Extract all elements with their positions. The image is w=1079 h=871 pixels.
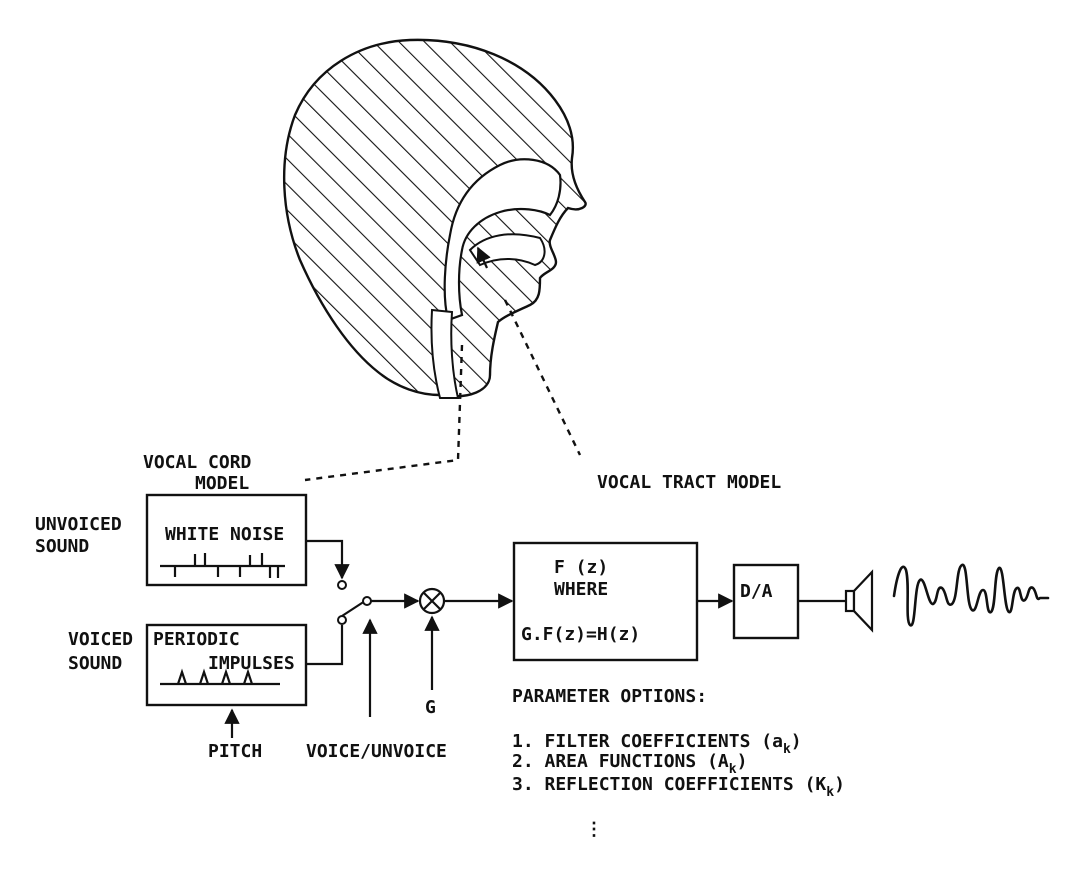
svg-text:2. AREA FUNCTIONS (Ak): 2. AREA FUNCTIONS (Ak) xyxy=(512,751,747,777)
da-label: D/A xyxy=(740,581,773,602)
multiplier-icon xyxy=(418,587,446,615)
voiced-label-2: SOUND xyxy=(68,653,122,674)
speaker-icon xyxy=(844,569,874,633)
option-2-sub: k xyxy=(729,762,737,777)
throat xyxy=(430,308,460,399)
upward-arrow-tract xyxy=(476,246,491,269)
parameter-options-heading: PARAMETER OPTIONS: xyxy=(512,686,707,707)
tract-line-2: WHERE xyxy=(554,579,608,600)
option-1-text: 1. FILTER COEFFICIENTS (a xyxy=(512,731,783,752)
svg-text:1. FILTER COEFFICIENTS (ak): 1. FILTER COEFFICIENTS (ak) xyxy=(512,731,802,757)
vocal-cord-model-title-1: VOCAL CORD xyxy=(143,452,252,473)
white-noise-label: WHITE NOISE xyxy=(165,524,284,545)
parameter-options-ellipsis: ⋮ xyxy=(585,819,603,840)
noise-waveform xyxy=(160,553,285,578)
periodic-impulses-box: PERIODIC IMPULSES xyxy=(145,623,308,707)
option-1-sub: k xyxy=(783,742,791,757)
option-3-close: ) xyxy=(834,774,845,795)
oral-cavity xyxy=(443,158,562,322)
tract-line-3: G.F(z)=H(z) xyxy=(521,624,640,645)
voiced-label-1: VOICED xyxy=(68,629,133,650)
parameter-option-3: 3. REFLECTION COEFFICIENTS (Kk) xyxy=(512,774,845,800)
white-noise-box: WHITE NOISE xyxy=(145,493,308,587)
switch-contact-bottom xyxy=(337,615,347,625)
option-2-text: 2. AREA FUNCTIONS (A xyxy=(512,751,729,772)
periodic-label: PERIODIC xyxy=(153,629,240,650)
noise-to-switch xyxy=(306,539,350,580)
head-silhouette xyxy=(282,38,587,398)
svg-text:3. REFLECTION COEFFICIENTS (Kk: 3. REFLECTION COEFFICIENTS (Kk) xyxy=(512,774,845,800)
vocal-tract-model-title: VOCAL TRACT MODEL xyxy=(597,472,781,493)
unvoiced-label-1: UNVOICED xyxy=(35,514,122,535)
impulses-label: IMPULSES xyxy=(208,653,295,674)
vocal-cord-pointer xyxy=(304,344,464,482)
pitch-label: PITCH xyxy=(208,741,262,762)
gain-label: G xyxy=(425,697,436,718)
tract-line-1: F (z) xyxy=(554,557,608,578)
option-3-sub: k xyxy=(826,785,834,800)
head-illustration xyxy=(282,38,587,399)
switch-contact-top xyxy=(337,580,347,590)
parameter-option-1: 1. FILTER COEFFICIENTS (ak) xyxy=(512,731,802,757)
option-1-close: ) xyxy=(791,731,802,752)
option-2-close: ) xyxy=(737,751,748,772)
unvoiced-label-2: SOUND xyxy=(35,536,89,557)
switch-blade xyxy=(341,600,366,617)
voice-unvoice-label: VOICE/UNVOICE xyxy=(306,741,447,762)
da-converter-box: D/A xyxy=(732,563,800,640)
impulse-to-switch xyxy=(306,625,344,666)
vocal-tract-pointer xyxy=(503,299,582,456)
parameter-option-2: 2. AREA FUNCTIONS (Ak) xyxy=(512,751,747,777)
speech-waveform xyxy=(892,563,1050,627)
impulse-train xyxy=(160,668,280,686)
vocal-tract-box: F (z) WHERE G.F(z)=H(z) xyxy=(512,541,699,662)
option-3-text: 3. REFLECTION COEFFICIENTS (K xyxy=(512,774,826,795)
vocal-cord-model-title-2: MODEL xyxy=(195,473,249,494)
switch-pivot xyxy=(362,596,372,606)
